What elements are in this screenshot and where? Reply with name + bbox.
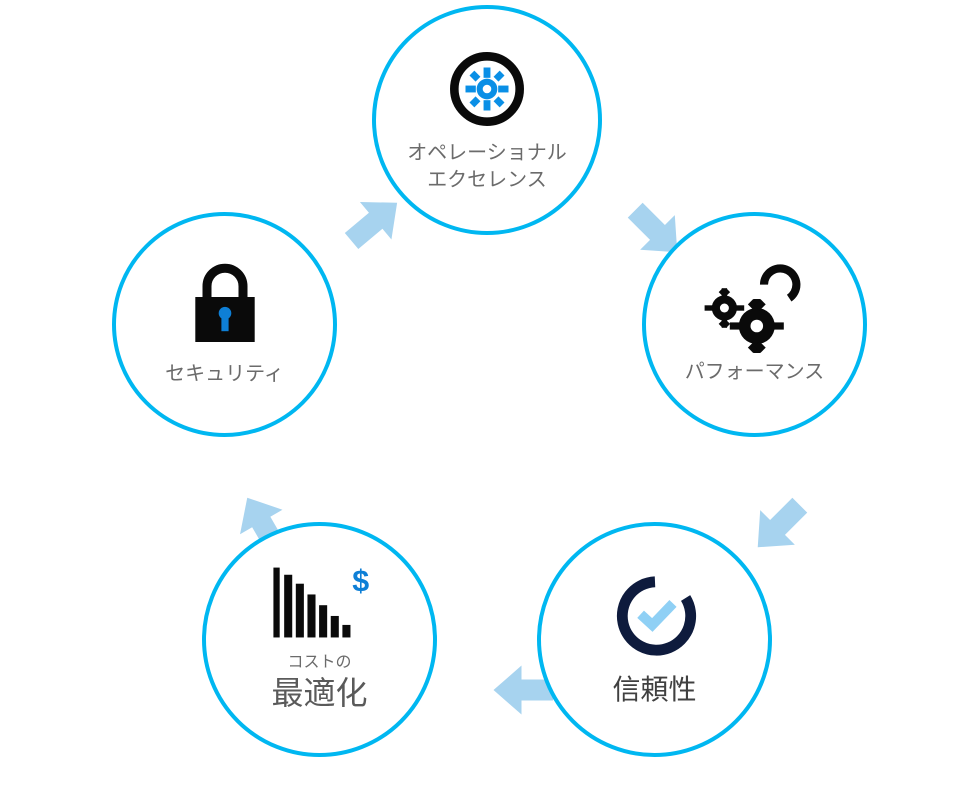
- node-operational-excellence: オペレーショナル エクセレンス: [372, 5, 602, 235]
- check-ring-icon: [610, 571, 700, 661]
- node-label: セキュリティ: [165, 361, 284, 388]
- gears-spinner-icon: [700, 263, 810, 353]
- node-label-small: コストの: [287, 652, 351, 674]
- lock-icon: [184, 261, 266, 351]
- node-label: オペレーショナル エクセレンス: [407, 140, 567, 194]
- node-security: セキュリティ: [112, 212, 337, 437]
- gear-ring-icon: [444, 46, 530, 132]
- node-label: パフォーマンス: [685, 359, 825, 386]
- node-cost-optimization: $ コストの 最適化: [202, 522, 437, 757]
- node-reliability: 信頼性: [537, 522, 772, 757]
- node-label: 信頼性: [612, 671, 696, 709]
- cost-bars-icon: $: [265, 564, 375, 650]
- svg-text:$: $: [352, 564, 369, 598]
- arrow-perf-to-rel: [745, 490, 815, 565]
- arrow-sec-to-op: [338, 188, 408, 263]
- circular-flow-diagram: オペレーショナル エクセレンス: [0, 0, 975, 809]
- node-performance: パフォーマンス: [642, 212, 867, 437]
- node-label: 最適化: [271, 672, 367, 715]
